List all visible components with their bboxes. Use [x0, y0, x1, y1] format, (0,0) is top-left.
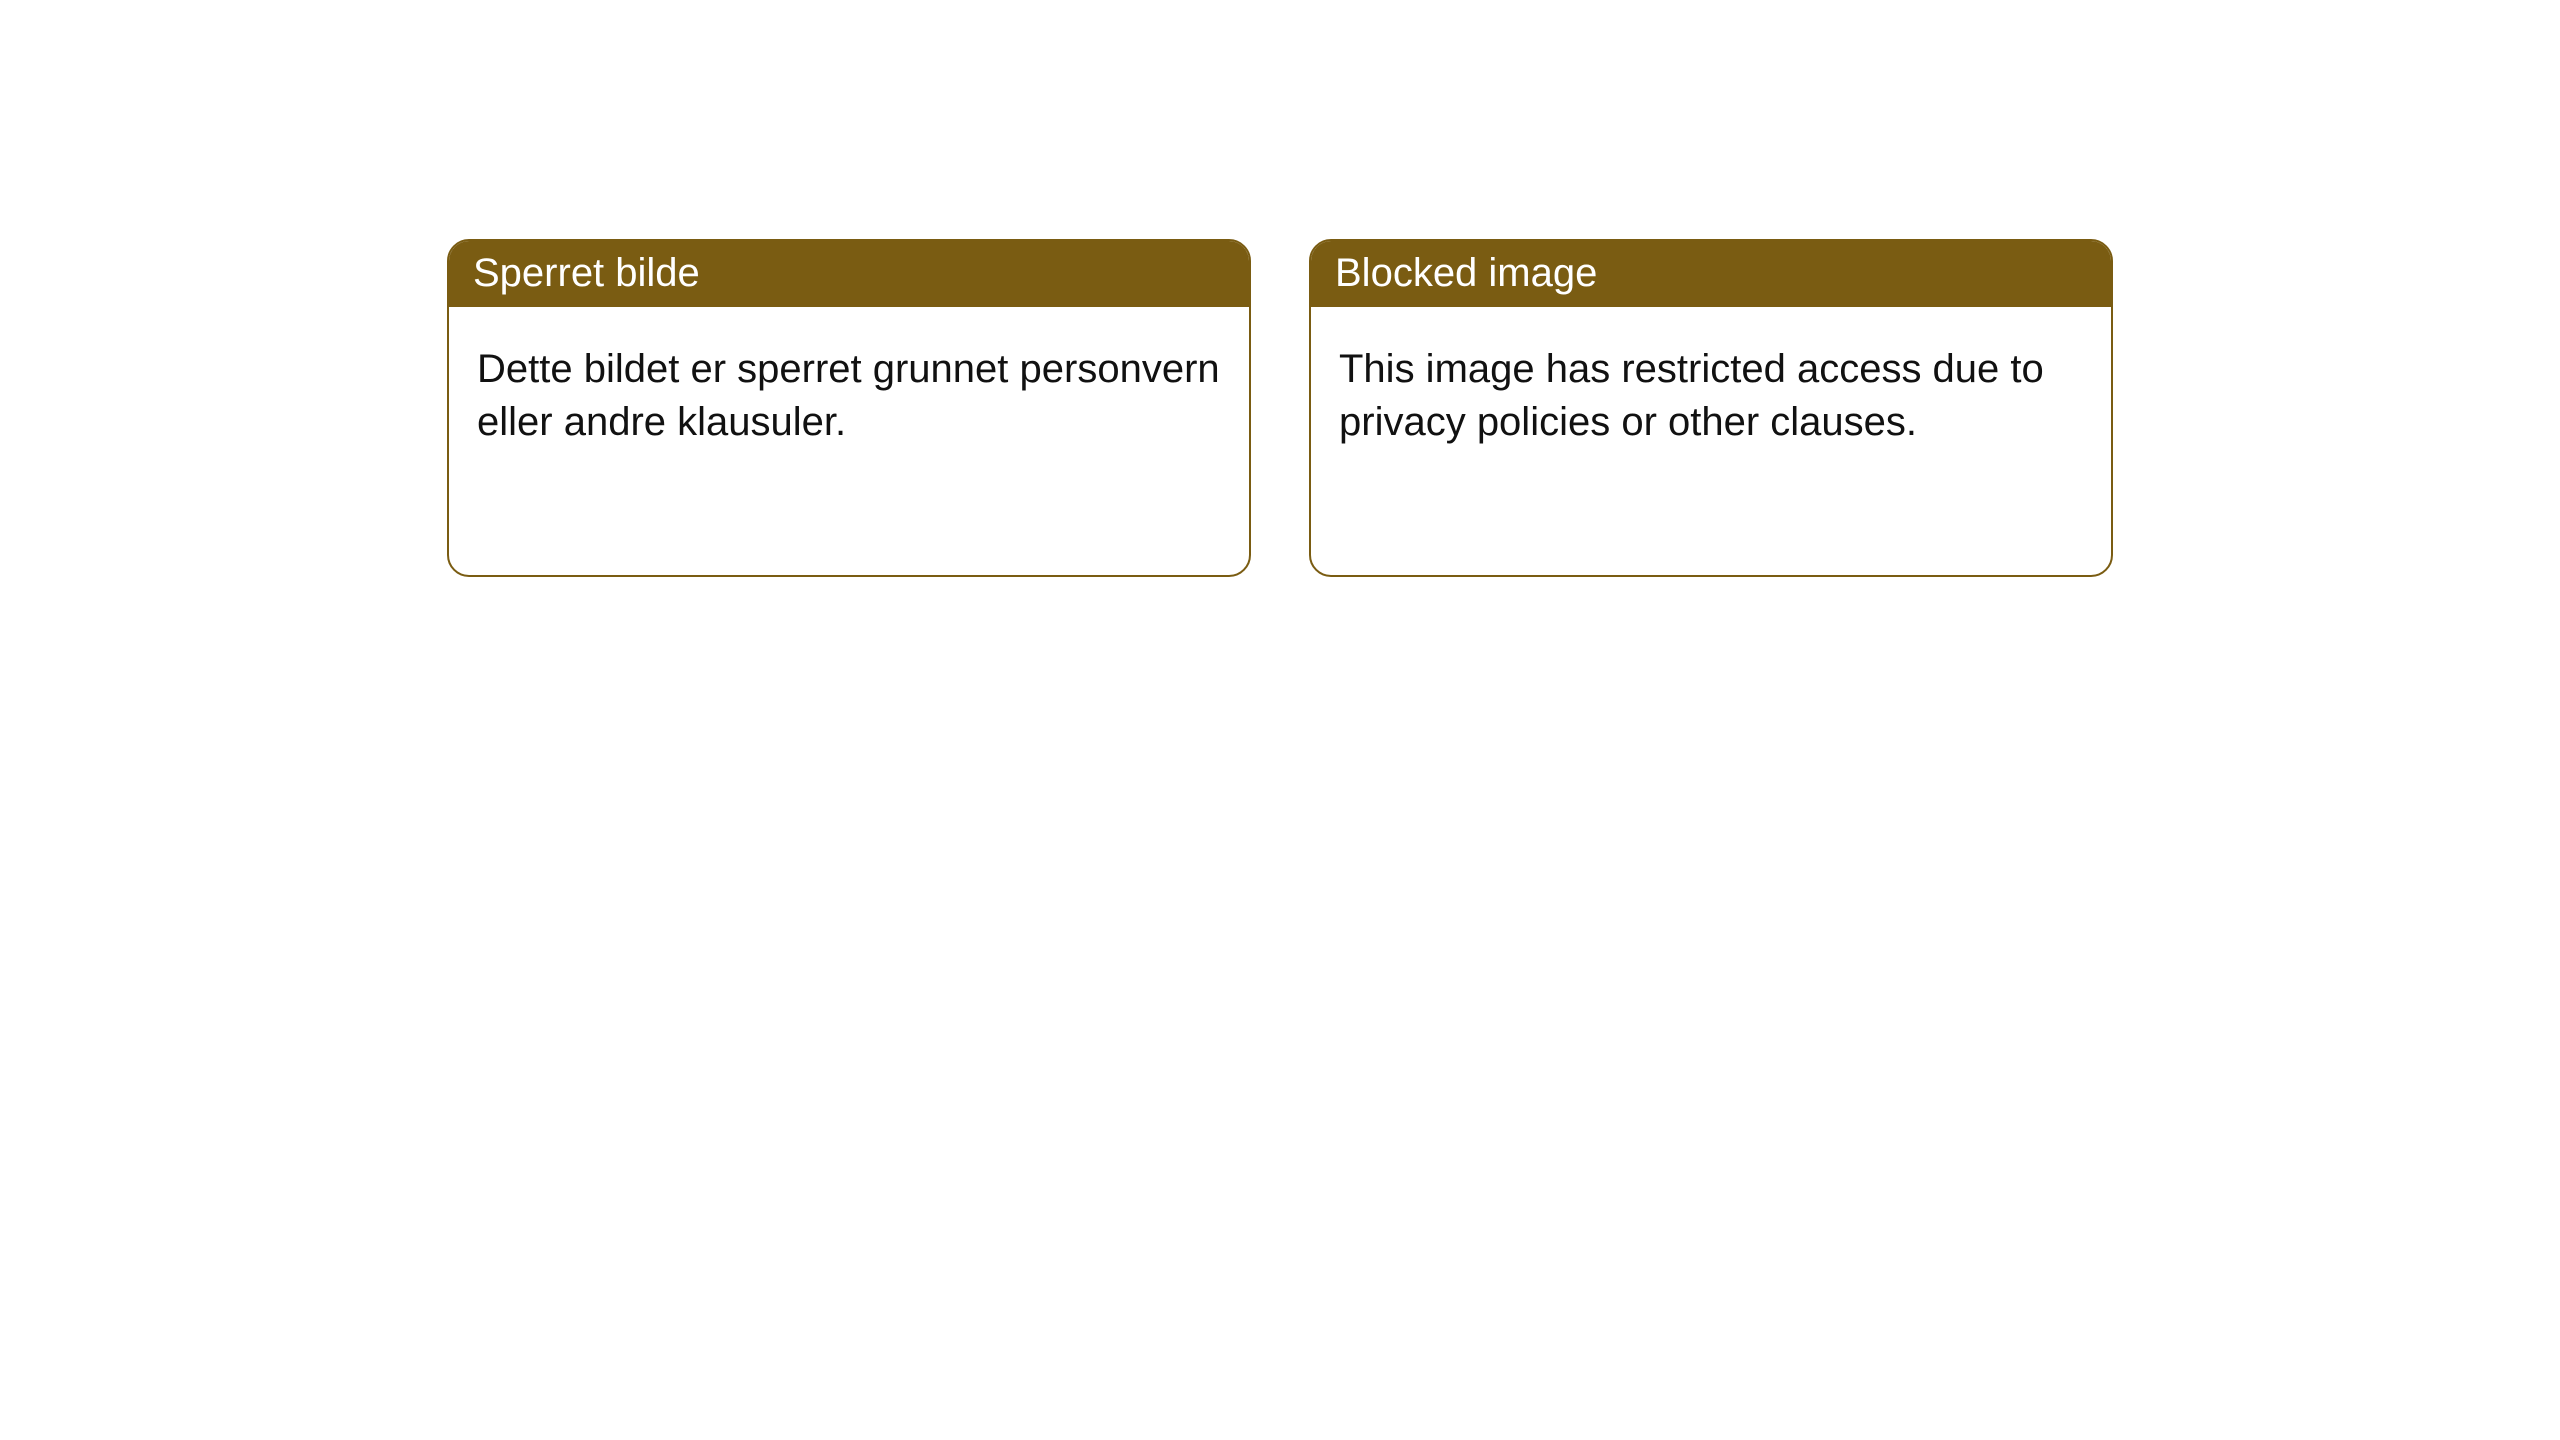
card-body-text: Dette bildet er sperret grunnet personve…: [449, 307, 1249, 477]
card-title: Sperret bilde: [449, 241, 1249, 307]
notice-card-row: Sperret bilde Dette bildet er sperret gr…: [447, 239, 2113, 577]
card-body-text: This image has restricted access due to …: [1311, 307, 2111, 477]
notice-card-norwegian: Sperret bilde Dette bildet er sperret gr…: [447, 239, 1251, 577]
notice-card-english: Blocked image This image has restricted …: [1309, 239, 2113, 577]
card-title: Blocked image: [1311, 241, 2111, 307]
